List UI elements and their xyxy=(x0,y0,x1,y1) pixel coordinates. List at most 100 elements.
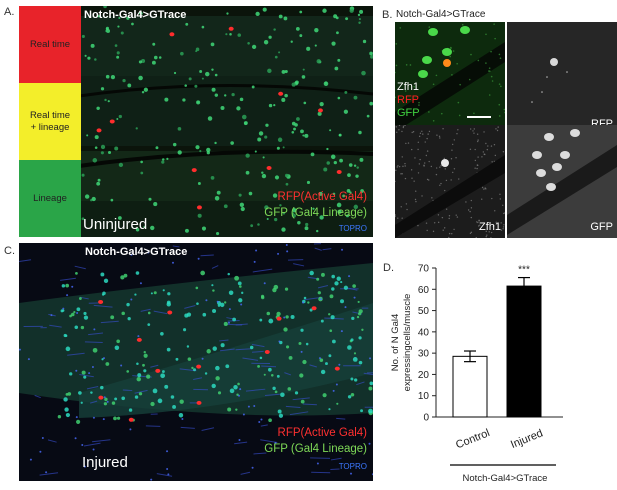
topro-nucleus xyxy=(66,294,69,297)
gfp-nucleus xyxy=(206,147,211,153)
topro-nucleus xyxy=(338,363,341,366)
gfp-nucleus xyxy=(103,278,109,284)
gfp-nucleus xyxy=(336,276,341,281)
gfp-nucleus xyxy=(326,161,330,165)
gfp-nucleus xyxy=(123,273,128,278)
gfp-speck xyxy=(498,53,501,56)
zfh1-speck xyxy=(401,173,403,175)
gfp-nucleus xyxy=(110,198,114,202)
zfh1-speck xyxy=(494,210,496,212)
gfp-nucleus xyxy=(147,323,151,327)
gfp-nucleus xyxy=(346,189,351,193)
gfp-nucleus xyxy=(267,68,272,74)
gfp-nucleus xyxy=(100,151,104,155)
gfp-nucleus xyxy=(160,331,164,336)
gfp-nucleus xyxy=(274,55,278,59)
zfh1-speck xyxy=(456,132,458,135)
zfh1-speck xyxy=(479,224,481,226)
zfh1-speck xyxy=(410,169,413,171)
gfp-nucleus xyxy=(228,290,234,295)
gfp-nucleus xyxy=(113,416,117,421)
zfh1-speck xyxy=(450,179,452,181)
topro-fiber-stain xyxy=(150,364,159,368)
gfp-nucleus xyxy=(76,307,81,312)
zfh1-speck xyxy=(469,128,472,130)
zfh1-speck xyxy=(397,165,399,167)
topro-fiber-stain xyxy=(83,442,101,447)
gfp-nucleus xyxy=(347,395,352,399)
gfp-nucleus xyxy=(217,391,222,395)
topro-fiber-stain xyxy=(92,439,111,443)
zfh1-speck xyxy=(458,178,460,180)
gfp-nucleus xyxy=(140,171,144,175)
gfp-nucleus xyxy=(304,133,309,138)
topro-nucleus xyxy=(238,394,241,397)
gfp-nucleus xyxy=(67,392,72,396)
zfh1-speck xyxy=(428,130,431,133)
zfh1-speck xyxy=(395,215,396,218)
gfp-nucleus xyxy=(305,342,309,346)
gfp-nucleus xyxy=(177,127,182,131)
zfh1-speck xyxy=(405,203,408,205)
rfp-speck xyxy=(541,91,543,93)
zfh1-speck xyxy=(473,128,475,130)
gfp-nucleus xyxy=(186,312,192,317)
gfp-nucleus xyxy=(358,360,363,365)
topro-fiber-stain xyxy=(317,285,329,289)
topro-nucleus xyxy=(150,478,153,481)
gfp-nucleus xyxy=(140,12,143,15)
gfp-speck xyxy=(428,26,431,28)
topro-nucleus xyxy=(277,252,280,255)
gfp-nucleus xyxy=(65,346,71,352)
bar-injured xyxy=(506,285,542,418)
gfp-nucleus xyxy=(227,272,230,276)
zfh1-speck xyxy=(455,214,457,216)
gfp-nucleus xyxy=(322,393,327,398)
zfh1-speck xyxy=(495,128,497,130)
topro-nucleus xyxy=(129,428,132,431)
gfp-nucleus xyxy=(184,84,187,87)
y-tick-label: 10 xyxy=(418,391,430,402)
zfh1-speck xyxy=(474,159,477,162)
zfh1-speck xyxy=(477,225,480,227)
gfp-nucleus xyxy=(350,338,354,342)
gfp-nucleus xyxy=(320,369,326,375)
gfp-nucleus xyxy=(83,375,87,379)
topro-fiber-stain xyxy=(145,425,161,427)
zfh1-speck xyxy=(418,135,421,138)
zfh1-speck xyxy=(453,139,456,141)
gfp-nucleus xyxy=(356,166,359,169)
topro-fiber-stain xyxy=(86,385,99,390)
gfp-nucleus xyxy=(65,334,68,337)
gfp-nucleus xyxy=(97,15,101,18)
rfp-cell xyxy=(128,417,134,422)
gfp-nucleus xyxy=(265,123,269,127)
gfp-nucleus xyxy=(219,302,225,308)
gfp-nucleus xyxy=(69,314,72,318)
gfp-nucleus xyxy=(161,370,165,373)
gfp-nucleus xyxy=(227,407,232,412)
gfp-nucleus xyxy=(91,196,96,202)
zfh1-speck xyxy=(407,142,410,144)
uninjured-label: Uninjured xyxy=(83,216,148,233)
topro-nucleus xyxy=(75,369,78,372)
zfh1-speck xyxy=(395,180,396,183)
topro-fiber-stain xyxy=(153,310,168,315)
y-axis-label-line2: expressingcells/muscle xyxy=(402,294,413,392)
gfp-speck xyxy=(457,101,460,104)
x-category-label: Injured xyxy=(509,427,545,451)
rfp-speck xyxy=(531,101,533,103)
rfp-cell xyxy=(196,364,202,369)
zfh1-speck xyxy=(435,167,438,169)
gfp-nucleus xyxy=(335,16,339,20)
gfp-nucleus xyxy=(314,27,319,33)
panel-c-topro-label: TOPRO xyxy=(338,462,367,471)
gfp-nucleus xyxy=(216,190,221,195)
gfp-speck xyxy=(485,62,487,64)
gfp-speck xyxy=(477,59,480,62)
gfp-nucleus xyxy=(105,362,110,366)
zfh1-speck xyxy=(421,195,423,197)
zfh1-speck xyxy=(402,165,404,168)
topro-fiber-stain xyxy=(330,457,342,461)
gfp-nucleus xyxy=(328,313,331,316)
